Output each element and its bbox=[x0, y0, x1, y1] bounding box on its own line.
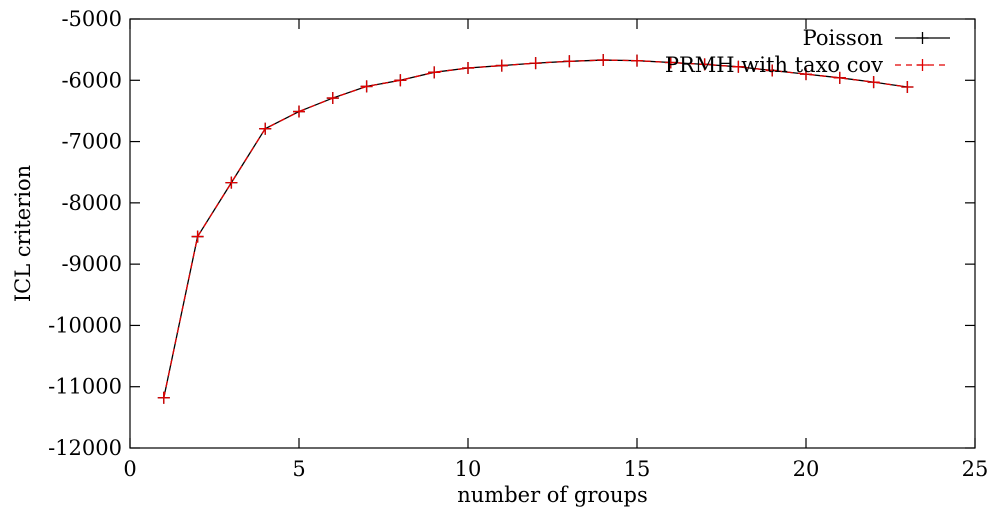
data-point-marker bbox=[495, 59, 508, 72]
data-point-marker bbox=[326, 92, 339, 105]
y-tick-label: -12000 bbox=[48, 436, 122, 460]
y-axis-title: ICL criterion bbox=[11, 165, 35, 302]
data-point-marker bbox=[698, 58, 711, 71]
y-tick-label: -7000 bbox=[61, 130, 122, 154]
legend-label: Poisson bbox=[803, 26, 883, 50]
plot-area bbox=[129, 18, 976, 449]
data-point-marker bbox=[394, 74, 407, 87]
data-point-marker bbox=[259, 122, 272, 135]
series-line bbox=[163, 59, 908, 398]
data-point-marker bbox=[529, 57, 542, 70]
series-prmh-with-taxo-cov bbox=[157, 54, 914, 404]
y-tick-label: -6000 bbox=[61, 68, 122, 92]
data-point-marker bbox=[225, 176, 238, 189]
data-point-marker bbox=[833, 71, 846, 84]
data-point-marker bbox=[597, 54, 610, 67]
data-point-marker bbox=[664, 56, 677, 69]
tick-labels: 0 5 10 15 20 25 -12000 -11000 -10000 -9000 -8000 -7… bbox=[48, 7, 988, 481]
x-tick-label: 15 bbox=[624, 457, 651, 481]
data-point-marker bbox=[732, 60, 745, 73]
x-tick-label: 20 bbox=[793, 457, 820, 481]
data-point-marker bbox=[800, 68, 812, 81]
y-tick-label: -5000 bbox=[61, 7, 122, 31]
x-tick-label: 0 bbox=[123, 457, 136, 481]
legend-label: PRMH with taxo cov bbox=[665, 53, 883, 77]
data-point-marker bbox=[293, 105, 305, 118]
data-point-marker bbox=[157, 391, 170, 404]
data-point-marker bbox=[360, 80, 373, 93]
data-point-marker bbox=[867, 76, 880, 89]
series-poisson bbox=[157, 54, 914, 404]
data-point-marker bbox=[428, 66, 441, 79]
legend-item: PRMH with taxo cov bbox=[665, 53, 950, 77]
x-axis-title: number of groups bbox=[457, 483, 648, 507]
data-point-marker bbox=[766, 64, 779, 77]
x-tick-label: 5 bbox=[292, 457, 305, 481]
y-tick-label: -8000 bbox=[61, 191, 122, 215]
legend-item: Poisson bbox=[803, 26, 950, 50]
series-line bbox=[163, 59, 908, 398]
data-point-marker bbox=[631, 54, 643, 67]
series-group bbox=[157, 54, 914, 404]
data-point-marker bbox=[191, 230, 204, 243]
data-point-marker bbox=[901, 81, 914, 94]
legend: Poisson PRMH with taxo cov bbox=[665, 26, 950, 77]
x-tick-label: 10 bbox=[455, 457, 482, 481]
y-tick-label: -10000 bbox=[48, 313, 122, 337]
data-point-marker bbox=[462, 62, 474, 75]
data-point-marker bbox=[563, 55, 576, 68]
y-tick-label: -11000 bbox=[48, 375, 122, 399]
x-tick-label: 25 bbox=[962, 457, 989, 481]
legend-swatch-marker bbox=[916, 32, 929, 44]
y-tick-label: -9000 bbox=[61, 252, 122, 276]
legend-swatch-marker bbox=[916, 59, 929, 71]
axis-ticks bbox=[129, 18, 976, 449]
